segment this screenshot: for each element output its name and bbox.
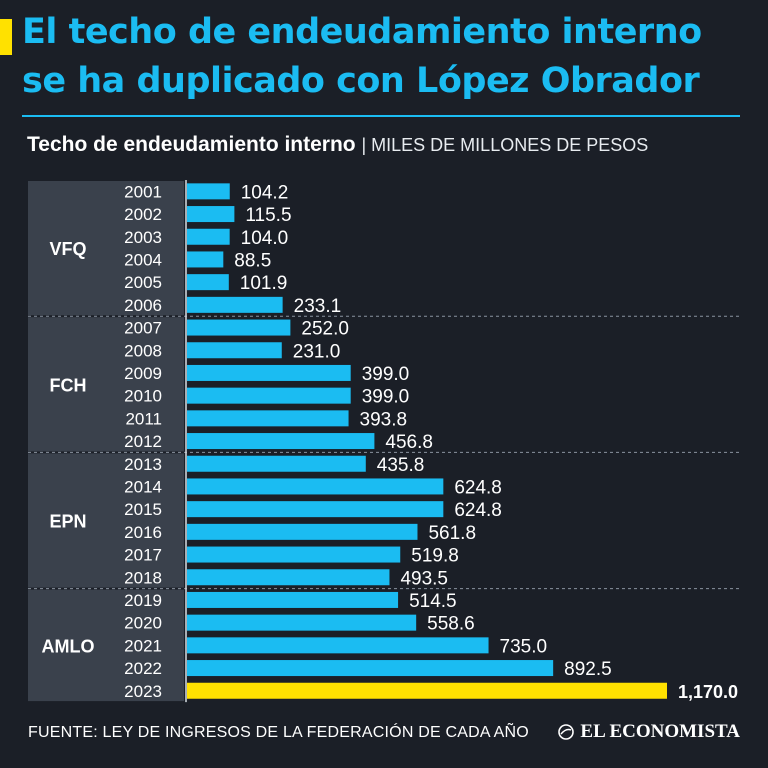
bar [187,660,554,677]
value-label: 101.9 [240,273,288,294]
year-tick-label: 2012 [124,432,162,451]
bar [187,478,444,495]
bar [187,682,667,699]
title-divider [22,115,740,117]
year-tick-label: 2009 [124,364,162,383]
year-tick-label: 2003 [124,228,162,247]
value-label: 519.8 [411,546,459,567]
value-label: 88.5 [234,250,271,271]
bar [187,433,375,450]
brand-logo: EL ECONOMISTA [558,721,740,743]
value-label: 561.8 [428,523,476,544]
bar [187,364,351,381]
group-label: AMLO [42,636,95,656]
year-tick-label: 2002 [124,205,162,224]
source-note: FUENTE: LEY DE INGRESOS DE LA FEDERACIÓN… [28,724,529,741]
value-label: 624.8 [454,500,502,521]
bar [187,546,401,563]
year-tick-label: 2013 [124,455,162,474]
bar [187,296,283,313]
bar [187,251,224,268]
year-tick-label: 2016 [124,523,162,542]
value-label: 252.0 [301,319,349,340]
bar [187,228,230,245]
bar [187,387,351,404]
year-tick-label: 2014 [124,477,162,496]
value-label: 1,170.0 [678,682,738,702]
year-tick-label: 2023 [124,682,162,701]
bar [187,183,230,200]
accent-bar [0,19,12,55]
bar [187,637,489,654]
group-label: VFQ [49,239,86,259]
bar [187,569,390,586]
value-label: 104.0 [241,228,289,249]
bar [187,591,399,608]
title-line-2: se ha duplicado con López Obrador [22,61,700,101]
value-label: 104.2 [241,182,289,203]
value-label: 624.8 [454,477,502,498]
bar [187,523,418,540]
page-title: El techo de endeudamiento interno se ha … [22,8,762,106]
value-label: 399.0 [362,387,410,408]
year-tick-label: 2008 [124,341,162,360]
value-label: 231.0 [293,341,341,362]
year-tick-label: 2001 [124,182,162,201]
year-tick-label: 2020 [124,614,162,633]
year-tick-label: 2019 [124,591,162,610]
subtitle-main: Techo de endeudamiento interno [27,133,356,156]
bar [187,342,282,359]
title-line-1: El techo de endeudamiento interno [22,12,702,52]
brand-name: EL ECONOMISTA [580,721,740,742]
year-tick-label: 2011 [125,409,162,428]
year-tick-label: 2022 [124,659,162,678]
value-label: 399.0 [362,364,410,385]
brand-globe-icon [558,724,575,740]
value-label: 115.5 [245,205,291,226]
value-label: 558.6 [427,614,475,635]
bar [187,410,349,427]
bar [187,455,366,472]
group-band [28,453,184,588]
bar [187,319,291,336]
group-band [28,181,184,316]
year-tick-label: 2017 [124,546,162,565]
group-band [28,589,184,702]
chart-subtitle: Techo de endeudamiento interno | MILES D… [27,133,648,157]
bar [187,614,417,631]
group-label: FCH [50,375,87,395]
year-tick-label: 2010 [124,387,162,406]
bar [187,501,444,518]
subtitle-unit: | MILES DE MILLONES DE PESOS [361,135,649,155]
value-label: 493.5 [400,568,448,589]
value-label: 892.5 [564,659,612,680]
value-label: 514.5 [409,591,457,612]
year-tick-label: 2021 [124,636,162,655]
year-tick-label: 2018 [124,568,162,587]
value-label: 435.8 [377,455,425,476]
year-tick-label: 2007 [124,319,162,338]
year-tick-label: 2005 [124,273,162,292]
group-label: EPN [49,512,86,532]
year-tick-label: 2015 [124,500,162,519]
bar [187,274,229,291]
year-tick-label: 2004 [124,250,162,269]
value-label: 735.0 [500,636,548,657]
bar [187,206,235,223]
value-label: 456.8 [385,432,433,453]
year-tick-label: 2006 [124,296,162,315]
group-band [28,317,184,452]
value-label: 233.1 [294,296,342,317]
value-label: 393.8 [360,409,408,430]
